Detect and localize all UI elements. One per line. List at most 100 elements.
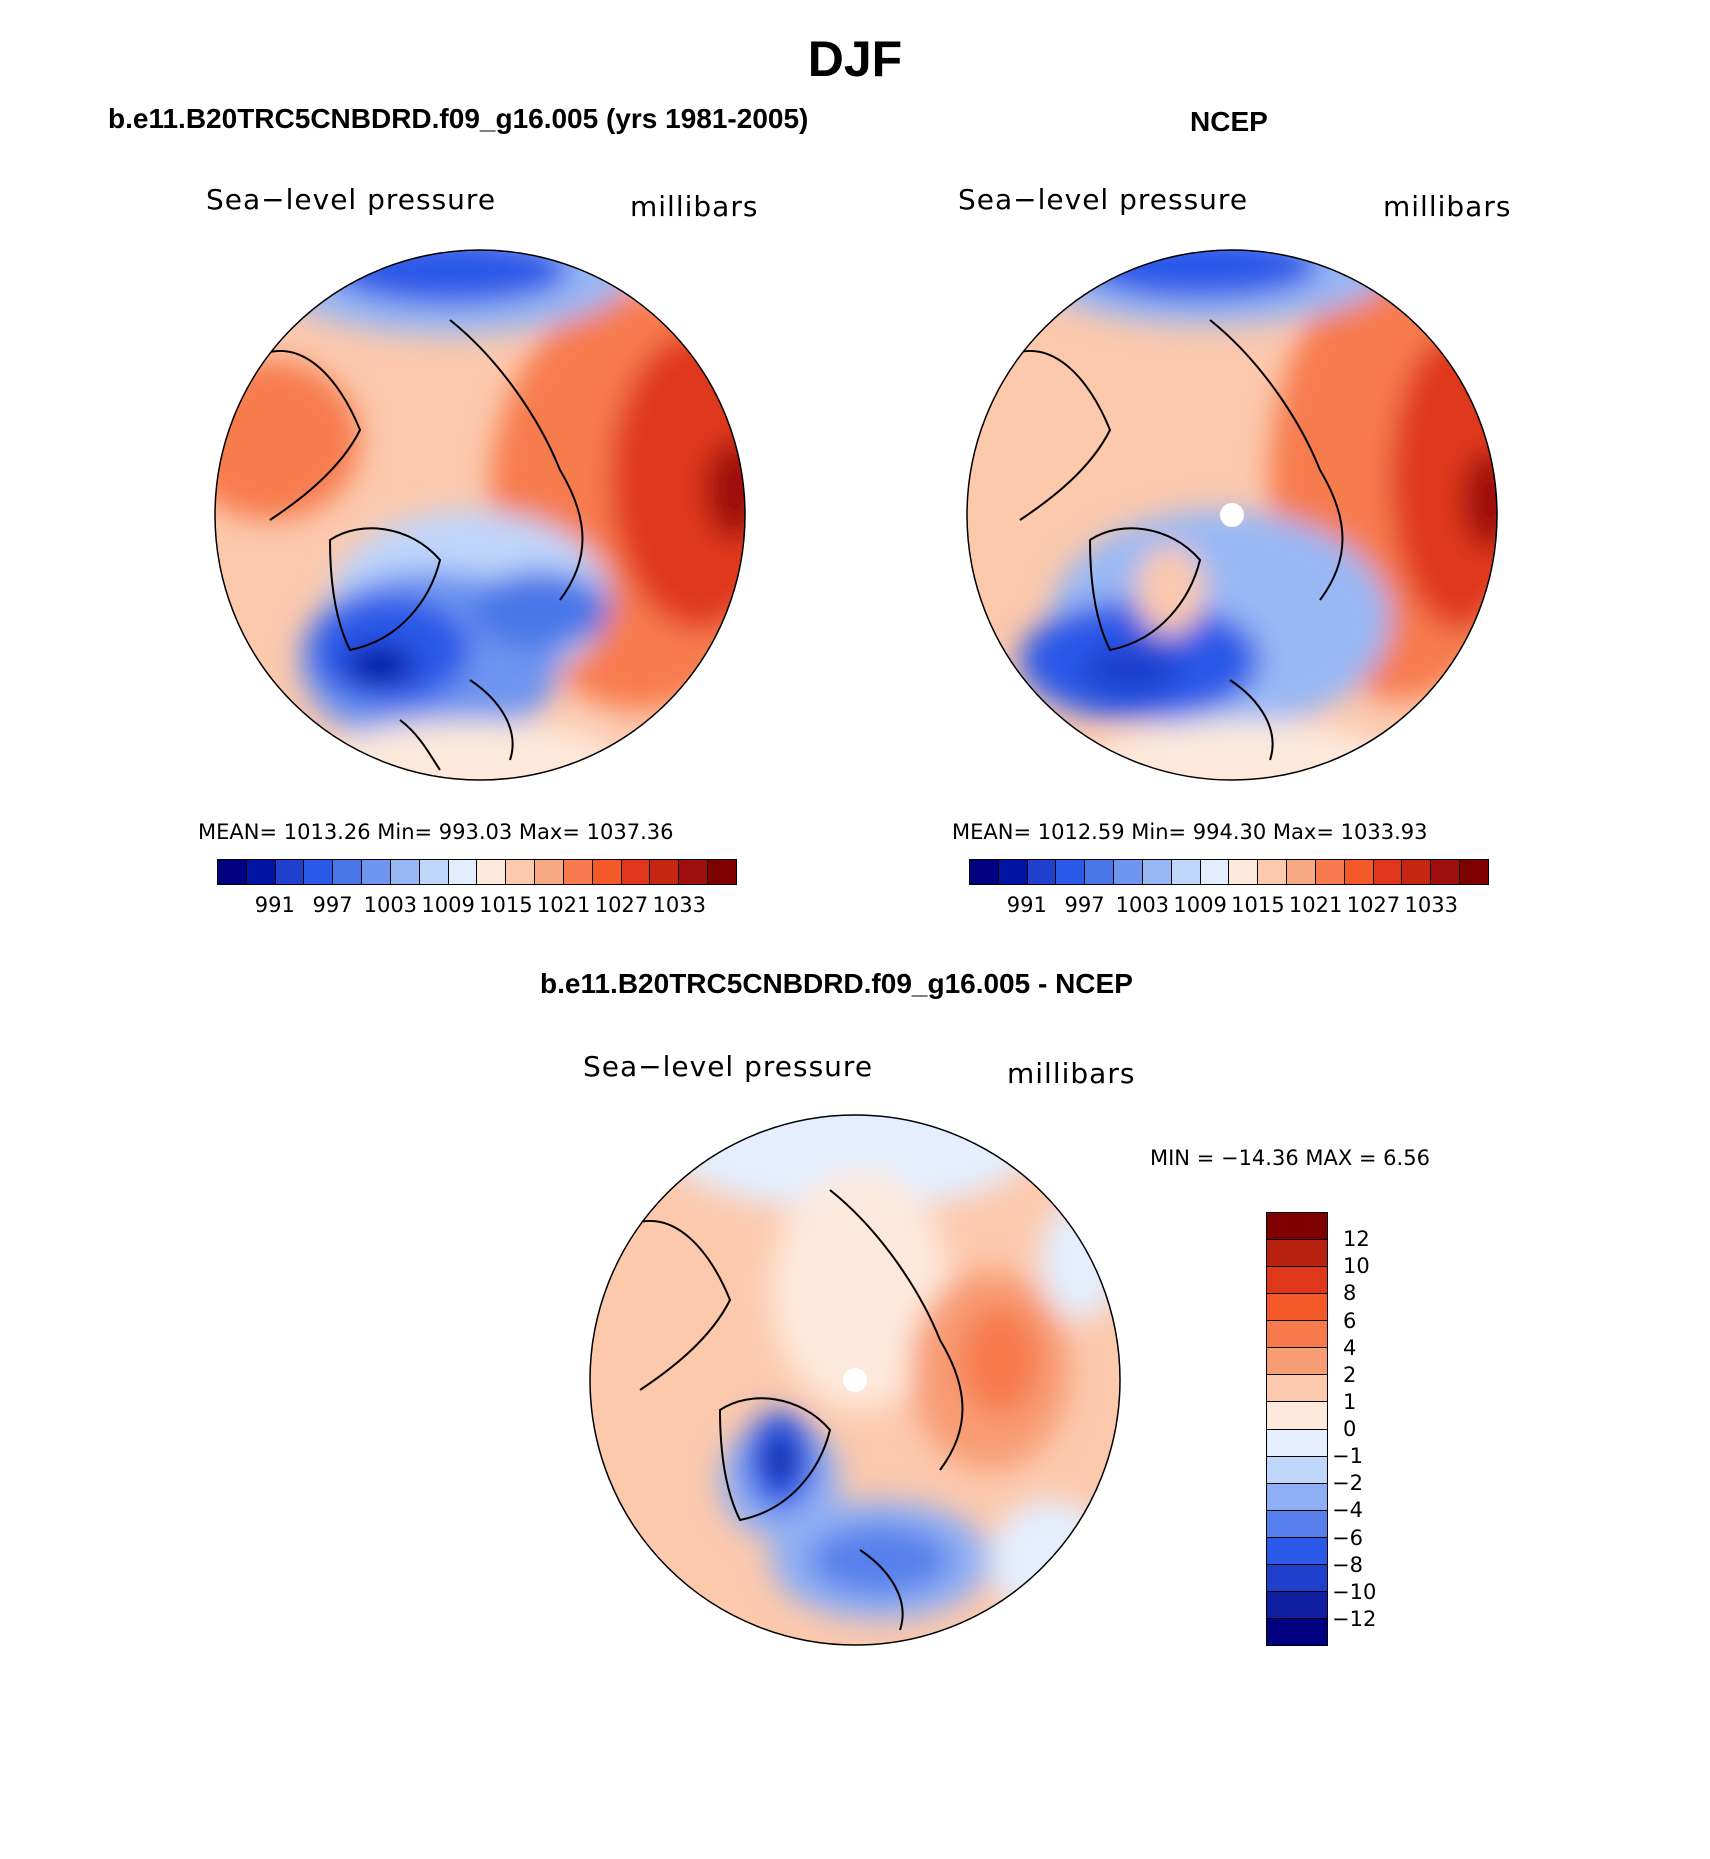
- colorbar-swatch: [477, 860, 507, 884]
- colorbar-swatch: [1267, 1348, 1327, 1376]
- variable-label-difference: Sea−level pressure: [583, 1050, 874, 1083]
- colorbar-swatch: [1267, 1375, 1327, 1403]
- colorbar-tick-label: 1021: [1288, 893, 1343, 917]
- colorbar-tick-label: 10: [1343, 1254, 1370, 1279]
- colorbar-swatch: [275, 860, 305, 884]
- colorbar-tick-label: 6: [1343, 1308, 1357, 1333]
- colorbar-swatch: [1229, 860, 1259, 884]
- colorbar-swatch: [621, 860, 651, 884]
- colorbar-labels-difference: 12 10 8 6 4 2 1 0 −1 −2 −4 −6 −8 −10 −12: [1332, 1212, 1420, 1646]
- units-label-difference: millibars: [1007, 1057, 1136, 1090]
- colorbar-tick-label: 1027: [1346, 893, 1401, 917]
- colorbar-swatch: [1267, 1402, 1327, 1430]
- colorbar-swatch: [390, 860, 420, 884]
- colorbar-swatch: [535, 860, 564, 884]
- panel-title-difference: b.e11.B20TRC5CNBDRD.f09_g16.005 - NCEP: [540, 968, 1133, 999]
- colorbar-tick-label: 0: [1343, 1417, 1357, 1441]
- colorbar-swatch: [1267, 1213, 1327, 1241]
- colorbar-tick-label: 1033: [652, 893, 706, 917]
- colorbar-tick-label: −2: [1332, 1471, 1363, 1496]
- colorbar-swatch: [1267, 1537, 1327, 1565]
- colorbar-tick-label: 1009: [421, 893, 475, 917]
- main-title: DJF: [807, 31, 903, 87]
- colorbar-swatch: [362, 860, 391, 884]
- colorbar-tick-label: 1021: [536, 893, 591, 917]
- variable-label-model: Sea−level pressure: [206, 183, 497, 216]
- stats-model: MEAN= 1013.26 Min= 993.03 Max= 1037.36: [198, 820, 674, 844]
- colorbar-swatch: [970, 860, 999, 884]
- colorbar-tick-label: 2: [1343, 1362, 1357, 1387]
- colorbar-tick-label: −8: [1332, 1552, 1363, 1577]
- colorbar-model: [217, 859, 737, 885]
- colorbar-swatch: [1267, 1456, 1327, 1484]
- map-ncep-slp: [967, 250, 1497, 780]
- panel-title-ncep: NCEP: [1190, 106, 1268, 137]
- colorbar-tick-label: 1003: [1115, 893, 1170, 917]
- colorbar-swatch: [998, 860, 1028, 884]
- colorbar-swatch: [1171, 860, 1201, 884]
- colorbar-labels-model: 991 997 1003 1009 1015 1021 1027 1033: [217, 893, 737, 923]
- colorbar-tick-label: 1015: [479, 893, 533, 917]
- colorbar-swatch: [1114, 860, 1143, 884]
- colorbar-swatch: [1460, 860, 1488, 884]
- colorbar-tick-label: 991: [254, 893, 295, 917]
- colorbar-tick-label: −12: [1332, 1606, 1377, 1631]
- colorbar-tick-label: 12: [1343, 1227, 1370, 1252]
- colorbar-swatch: [1315, 860, 1345, 884]
- colorbar-swatch: [1287, 860, 1316, 884]
- colorbar-swatch: [1267, 1294, 1327, 1322]
- colorbar-tick-label: 1003: [363, 893, 418, 917]
- colorbar-tick-label: −6: [1332, 1525, 1363, 1550]
- colorbar-tick-label: 1009: [1173, 893, 1227, 917]
- colorbar-tick-label: 8: [1343, 1281, 1357, 1306]
- colorbar-tick-label: 1015: [1231, 893, 1285, 917]
- colorbar-swatch: [1267, 1321, 1327, 1349]
- colorbar-swatch: [1267, 1429, 1327, 1457]
- colorbar-swatch: [1056, 860, 1086, 884]
- panel-title-model: b.e11.B20TRC5CNBDRD.f09_g16.005 (yrs 198…: [108, 103, 809, 134]
- colorbar-swatch: [1267, 1483, 1327, 1511]
- colorbar-swatch: [1267, 1510, 1327, 1538]
- colorbar-swatch: [218, 860, 247, 884]
- colorbar-tick-label: 1: [1343, 1389, 1357, 1414]
- colorbar-swatch: [304, 860, 334, 884]
- colorbar-swatch: [563, 860, 593, 884]
- colorbar-tick-label: −1: [1332, 1444, 1363, 1469]
- colorbar-swatch: [506, 860, 536, 884]
- colorbar-swatch: [1027, 860, 1057, 884]
- stats-ncep: MEAN= 1012.59 Min= 994.30 Max= 1033.93: [952, 820, 1428, 844]
- colorbar-swatch: [333, 860, 363, 884]
- colorbar-swatch: [1431, 860, 1461, 884]
- colorbar-swatch: [708, 860, 736, 884]
- colorbar-swatch: [448, 860, 478, 884]
- colorbar-ncep: [969, 859, 1489, 885]
- stats-difference: MIN = −14.36 MAX = 6.56: [1150, 1146, 1430, 1170]
- colorbar-swatch: [1267, 1240, 1327, 1268]
- colorbar-swatch: [1402, 860, 1432, 884]
- map-model-slp: [215, 250, 745, 780]
- colorbar-labels-ncep: 991 997 1003 1009 1015 1021 1027 1033: [969, 893, 1489, 923]
- colorbar-swatch: [1258, 860, 1288, 884]
- colorbar-swatch: [679, 860, 709, 884]
- colorbar-swatch: [1267, 1564, 1327, 1592]
- colorbar-swatch: [1200, 860, 1230, 884]
- colorbar-tick-label: −10: [1332, 1579, 1377, 1604]
- colorbar-difference: [1266, 1212, 1328, 1646]
- colorbar-tick-label: −4: [1332, 1498, 1363, 1523]
- colorbar-swatch: [246, 860, 276, 884]
- colorbar-swatch: [1267, 1267, 1327, 1295]
- colorbar-swatch: [1344, 860, 1374, 884]
- variable-label-ncep: Sea−level pressure: [958, 183, 1249, 216]
- colorbar-swatch: [419, 860, 449, 884]
- colorbar-tick-label: 1033: [1404, 893, 1458, 917]
- colorbar-swatch: [1267, 1591, 1327, 1619]
- colorbar-tick-label: 4: [1343, 1335, 1357, 1360]
- colorbar-swatch: [592, 860, 622, 884]
- colorbar-swatch: [1142, 860, 1172, 884]
- units-label-model: millibars: [630, 190, 759, 223]
- colorbar-swatch: [1267, 1618, 1327, 1645]
- colorbar-tick-label: 991: [1006, 893, 1047, 917]
- colorbar-tick-label: 997: [1064, 893, 1105, 917]
- colorbar-swatch: [1373, 860, 1403, 884]
- colorbar-swatch: [650, 860, 680, 884]
